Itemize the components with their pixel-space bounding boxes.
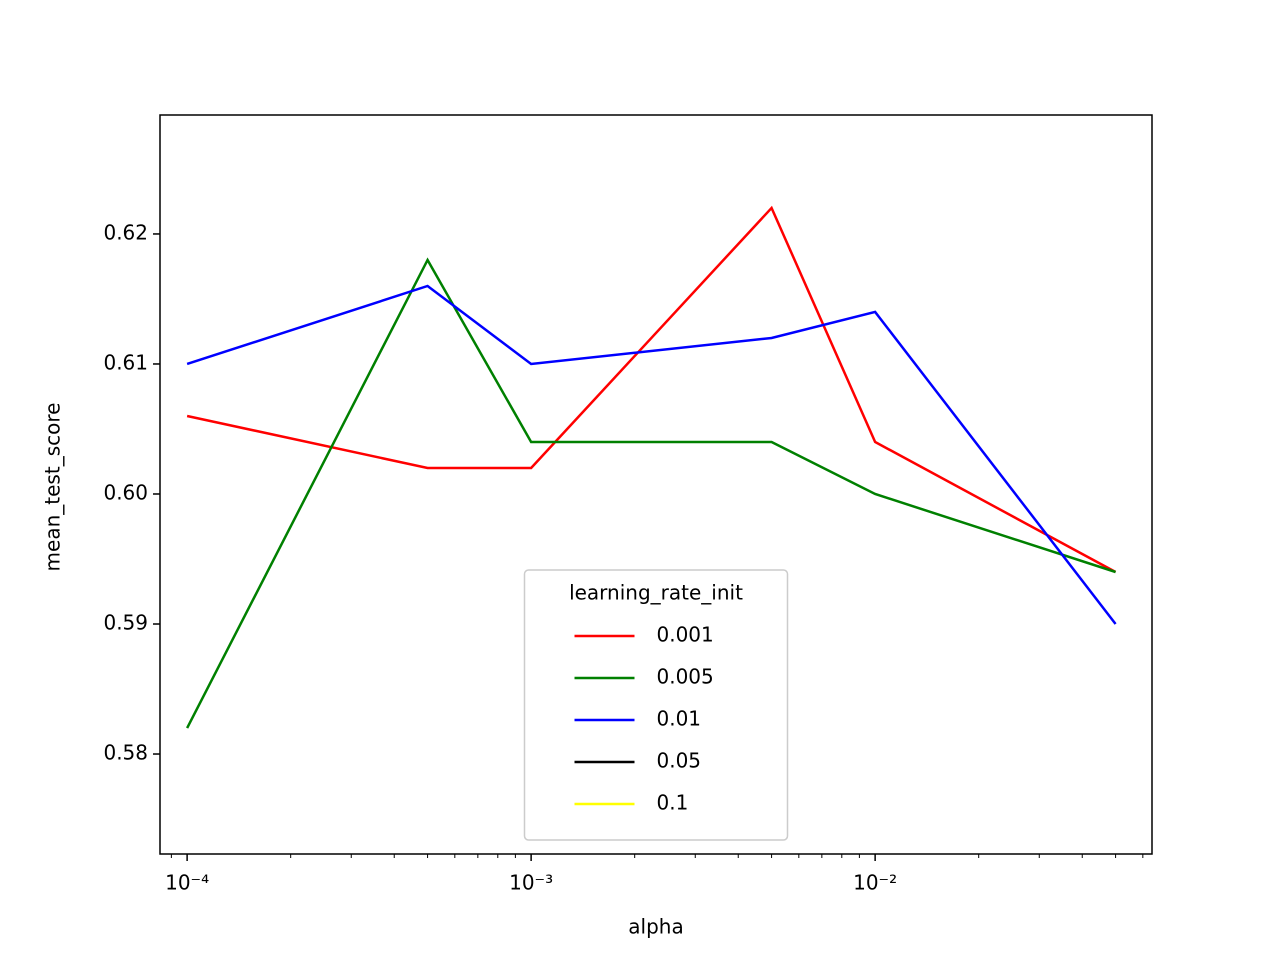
plot-frame [159,114,1153,855]
legend-label: 0.005 [657,665,714,689]
legend-label: 0.001 [657,623,714,647]
legend-box [523,569,789,841]
y-tick-label: 0.59 [103,611,148,635]
legend-title: learning_rate_init [569,581,743,605]
x-tick-label: 10⁻² [853,871,897,895]
series-line [186,257,1116,729]
y-tick-label: 0.62 [103,220,148,244]
y-axis-label: mean_test_score [41,403,65,572]
x-tick-label: 10⁻⁴ [165,871,209,895]
y-tick-label: 0.60 [103,480,148,504]
y-tick-label: 0.58 [103,741,148,765]
x-tick-label: 10⁻³ [509,871,553,895]
legend-label: 0.1 [657,791,689,815]
series-line [186,205,1117,574]
x-axis-label: alpha [628,915,683,939]
legend-label: 0.05 [657,749,702,773]
series-line [186,284,1117,625]
y-tick-label: 0.61 [103,350,148,374]
legend-label: 0.01 [657,707,702,731]
